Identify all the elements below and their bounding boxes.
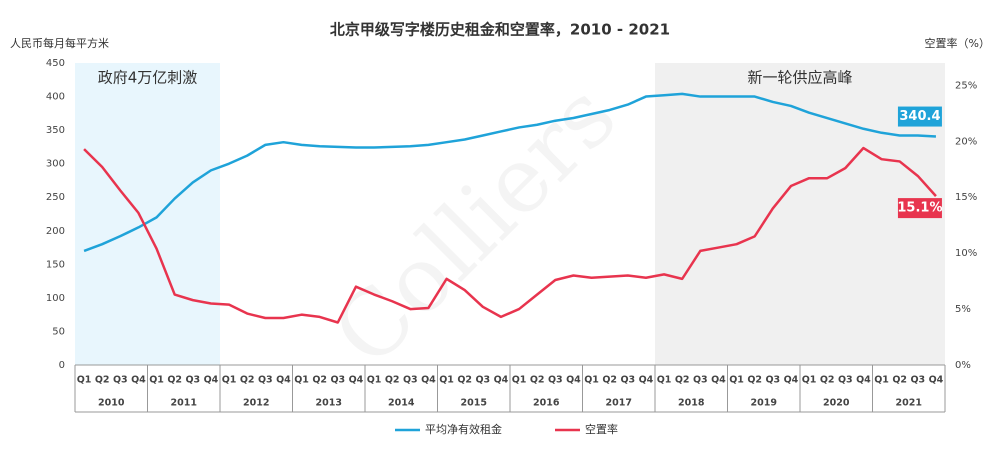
x-tick-label: Q3	[403, 375, 418, 386]
x-tick-label: Q2	[385, 375, 400, 386]
x-tick-label: Q2	[602, 375, 617, 386]
data-label-box	[897, 198, 942, 219]
y-tick-label: 400	[46, 92, 65, 103]
x-tick-label: Q4	[131, 375, 146, 386]
data-label: 340.4	[899, 109, 940, 124]
shaded-region	[655, 63, 945, 365]
x-tick-label: Q2	[312, 375, 327, 386]
x-tick-label: Q3	[765, 375, 780, 386]
y-tick-label: 150	[46, 259, 65, 270]
x-group-label: 2019	[751, 398, 777, 409]
x-tick-label: Q4	[204, 375, 219, 386]
x-group-label: 2014	[388, 398, 415, 409]
x-tick-label: Q3	[330, 375, 345, 386]
x-tick-label: Q1	[77, 375, 92, 386]
region-label: 政府4万亿刺激	[98, 69, 198, 87]
x-tick-label: Q1	[222, 375, 237, 386]
x-tick-label: Q4	[711, 375, 726, 386]
chart-title: 北京甲级写字楼历史租金和空置率，2010 - 2021	[330, 21, 670, 39]
x-tick-label: Q2	[530, 375, 545, 386]
x-group-label: 2017	[606, 398, 632, 409]
series-line	[83, 92, 937, 253]
x-tick-label: Q1	[512, 375, 527, 386]
x-tick-label: Q3	[910, 375, 925, 386]
y-tick-label: 300	[46, 159, 65, 170]
data-label-box	[897, 106, 942, 127]
x-tick-label: Q3	[258, 375, 273, 386]
x-tick-label: Q3	[838, 375, 853, 386]
x-group-label: 2021	[896, 398, 922, 409]
x-tick-label: Q2	[167, 375, 182, 386]
x-tick-label: Q1	[149, 375, 164, 386]
x-tick-label: Q3	[693, 375, 708, 386]
x-tick-label: Q2	[675, 375, 690, 386]
x-tick-label: Q3	[548, 375, 563, 386]
x-tick-label: Q4	[929, 375, 944, 386]
x-group-label: 2020	[823, 398, 850, 409]
series-line	[83, 146, 937, 324]
y-tick-label: 350	[46, 125, 65, 136]
x-tick-label: Q4	[349, 375, 364, 386]
x-tick-label: Q3	[185, 375, 200, 386]
x-tick-label: Q3	[113, 375, 128, 386]
x-tick-label: Q2	[820, 375, 835, 386]
y2-tick-label: 25%	[955, 80, 977, 91]
x-tick-label: Q2	[240, 375, 255, 386]
y-tick-label: 450	[46, 58, 65, 69]
y-tick-label: 0	[59, 360, 65, 371]
x-tick-label: Q1	[439, 375, 454, 386]
x-group-label: 2011	[171, 398, 197, 409]
x-tick-label: Q3	[475, 375, 490, 386]
data-label: 15.1%	[897, 201, 942, 216]
watermark: Colliers	[313, 63, 636, 386]
x-tick-label: Q4	[856, 375, 871, 386]
x-tick-label: Q2	[457, 375, 472, 386]
x-group-label: 2010	[98, 398, 125, 409]
y-tick-label: 250	[46, 192, 65, 203]
y2-tick-label: 0%	[955, 360, 971, 371]
x-group-label: 2013	[316, 398, 342, 409]
y-tick-label: 50	[52, 326, 65, 337]
x-tick-label: Q1	[367, 375, 382, 386]
x-tick-label: Q4	[566, 375, 581, 386]
x-tick-label: Q4	[494, 375, 509, 386]
x-tick-label: Q2	[892, 375, 907, 386]
x-group-label: 2016	[533, 398, 560, 409]
x-tick-label: Q4	[276, 375, 291, 386]
y-tick-label: 100	[46, 293, 65, 304]
x-tick-label: Q1	[584, 375, 599, 386]
x-tick-label: Q1	[657, 375, 672, 386]
y2-tick-label: 20%	[955, 136, 977, 147]
x-group-label: 2015	[461, 398, 487, 409]
x-tick-label: Q2	[95, 375, 110, 386]
y2-tick-label: 10%	[955, 248, 977, 259]
x-tick-label: Q3	[620, 375, 635, 386]
region-label: 新一轮供应高峰	[747, 69, 852, 87]
x-tick-label: Q4	[784, 375, 799, 386]
y-tick-label: 200	[46, 226, 65, 237]
x-tick-label: Q4	[421, 375, 436, 386]
legend-label: 空置率	[585, 422, 618, 436]
legend-label: 平均净有效租金	[425, 422, 502, 436]
x-tick-label: Q1	[729, 375, 744, 386]
y2-tick-label: 5%	[955, 304, 971, 315]
y-axis-label: 人民币每月每平方米	[10, 36, 109, 50]
x-group-label: 2018	[678, 398, 705, 409]
x-tick-label: Q4	[639, 375, 654, 386]
x-group-label: 2012	[243, 398, 269, 409]
y2-axis-label: 空置率（%）	[925, 36, 990, 50]
shaded-region	[75, 63, 220, 365]
x-tick-label: Q1	[802, 375, 817, 386]
x-tick-label: Q1	[874, 375, 889, 386]
x-tick-label: Q1	[294, 375, 309, 386]
x-tick-label: Q2	[747, 375, 762, 386]
y2-tick-label: 15%	[955, 192, 977, 203]
